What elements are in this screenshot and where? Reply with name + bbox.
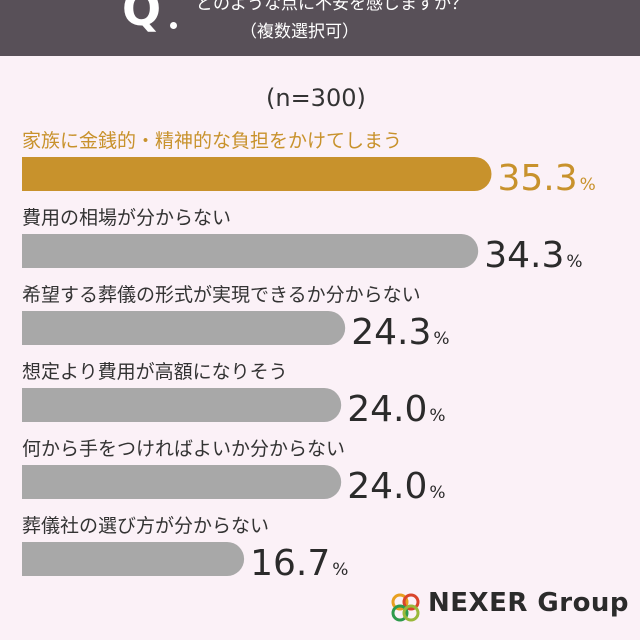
category-label: 希望する葬儀の形式が実現できるか分からない: [22, 284, 421, 306]
bar-left-edge: [22, 542, 56, 576]
question-text: どのような点に不安を感じますか？: [196, 0, 468, 14]
bar-chart: 家族に金銭的・精神的な負担をかけてしまう 35.3 % 費用の相場が分からない 34.3…: [22, 130, 596, 580]
q-mark: Q: [122, 0, 162, 36]
q-dot-icon: [170, 22, 177, 29]
bar-left-edge: [22, 388, 56, 422]
bar-left-edge: [22, 234, 56, 268]
value-label: 24.3%: [351, 312, 449, 353]
bar: [22, 542, 245, 576]
bar-left-edge: [22, 311, 56, 345]
bar: [22, 388, 342, 422]
category-label: 家族に金銭的・精神的な負担をかけてしまう: [22, 130, 402, 152]
bar: [22, 465, 342, 499]
value-label: 16.7%: [250, 543, 348, 580]
question-header: Q どのような点に不安を感じますか？ （複数選択可）: [0, 0, 640, 56]
category-label: 葬儀社の選び方が分からない: [22, 515, 269, 537]
bar: [22, 157, 492, 191]
bar: [22, 234, 479, 268]
bar: [22, 311, 346, 345]
category-label: 想定より費用が高額になりそう: [22, 361, 288, 383]
bar-left-edge: [22, 157, 56, 191]
value-label: 35.3%: [497, 158, 595, 199]
category-label: 何から手をつければよいか分からない: [22, 438, 345, 460]
category-label: 費用の相場が分からない: [22, 207, 231, 229]
value-label: 34.3%: [484, 235, 582, 276]
sample-size: (n=300): [266, 84, 366, 112]
value-label: 24.0%: [347, 466, 445, 507]
value-label: 24.0%: [347, 389, 445, 430]
bar-left-edge: [22, 465, 56, 499]
nexer-logo-icon: [391, 593, 420, 622]
brand-name: NEXER Group: [428, 588, 630, 618]
question-note: （複数選択可）: [240, 22, 359, 42]
